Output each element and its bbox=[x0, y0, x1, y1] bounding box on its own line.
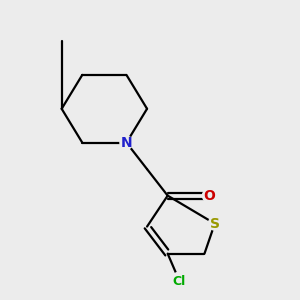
Text: O: O bbox=[203, 189, 215, 202]
Text: N: N bbox=[121, 136, 132, 150]
Circle shape bbox=[171, 272, 188, 290]
Text: S: S bbox=[210, 217, 220, 231]
Circle shape bbox=[120, 136, 133, 149]
Circle shape bbox=[208, 217, 221, 230]
Text: Cl: Cl bbox=[173, 274, 186, 287]
Circle shape bbox=[202, 189, 215, 202]
